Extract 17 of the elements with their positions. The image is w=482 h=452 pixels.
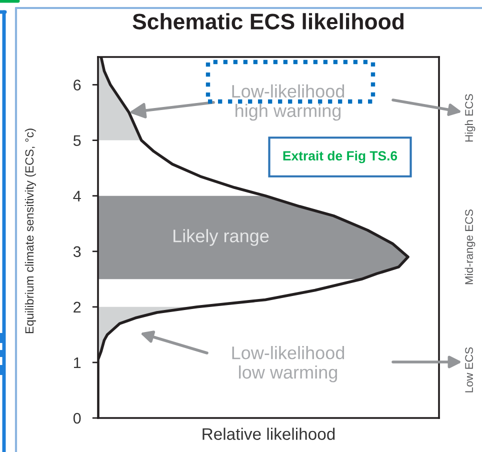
text: High ECS: [464, 94, 476, 142]
text: Low ECS: [465, 347, 473, 392]
y-tick-label: 6: [74, 80, 81, 90]
annotation: Extrait de Fig TS.6: [283, 150, 398, 164]
y-tick-label: 4: [73, 190, 81, 202]
y-tick-label: 5: [73, 135, 81, 146]
y-tick-label: 3: [73, 246, 81, 258]
y-tick-label: 1: [74, 357, 81, 368]
text: Mid-range ECS: [464, 210, 476, 284]
y-tick-label: 0: [73, 412, 81, 424]
annotation: Low-likelihood high warming: [232, 84, 344, 121]
series-label: Likely range: [174, 229, 269, 246]
y-axis-title: Equilibrium climate sensitivity (ECS, °c): [24, 128, 36, 334]
annotation: Low-likelihood low warming: [232, 346, 344, 382]
x-axis-title: Relative likelihood: [202, 428, 335, 440]
y-tick-label: 2: [74, 302, 81, 312]
chart-title: Schematic ECS likelihood: [132, 13, 404, 30]
